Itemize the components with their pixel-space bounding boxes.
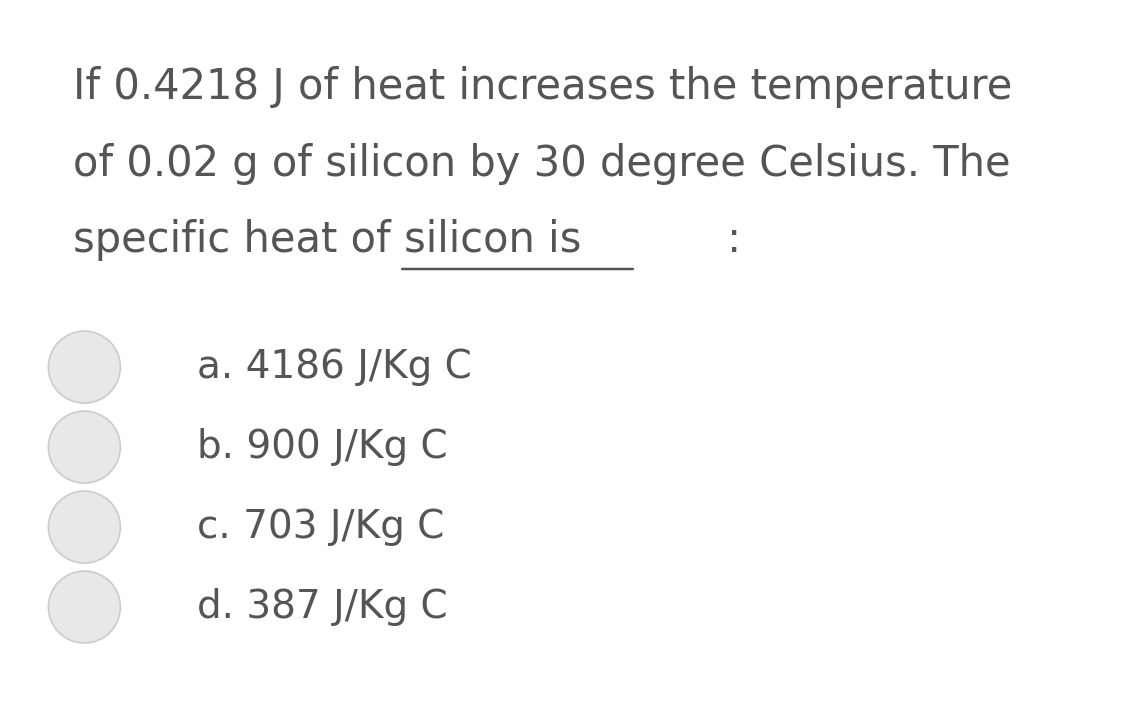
Ellipse shape (48, 331, 120, 403)
Text: of 0.02 g of silicon by 30 degree Celsius. The: of 0.02 g of silicon by 30 degree Celsiu… (73, 142, 1010, 185)
Ellipse shape (48, 411, 120, 483)
Text: d. 387 J/Kg C: d. 387 J/Kg C (197, 588, 448, 626)
Text: c. 703 J/Kg C: c. 703 J/Kg C (197, 508, 444, 546)
Text: b. 900 J/Kg C: b. 900 J/Kg C (197, 428, 448, 466)
Ellipse shape (48, 571, 120, 643)
Text: a. 4186 J/Kg C: a. 4186 J/Kg C (197, 348, 471, 386)
Text: specific heat of silicon is           :: specific heat of silicon is : (73, 219, 741, 261)
Ellipse shape (48, 491, 120, 563)
Text: If 0.4218 J of heat increases the temperature: If 0.4218 J of heat increases the temper… (73, 66, 1012, 108)
